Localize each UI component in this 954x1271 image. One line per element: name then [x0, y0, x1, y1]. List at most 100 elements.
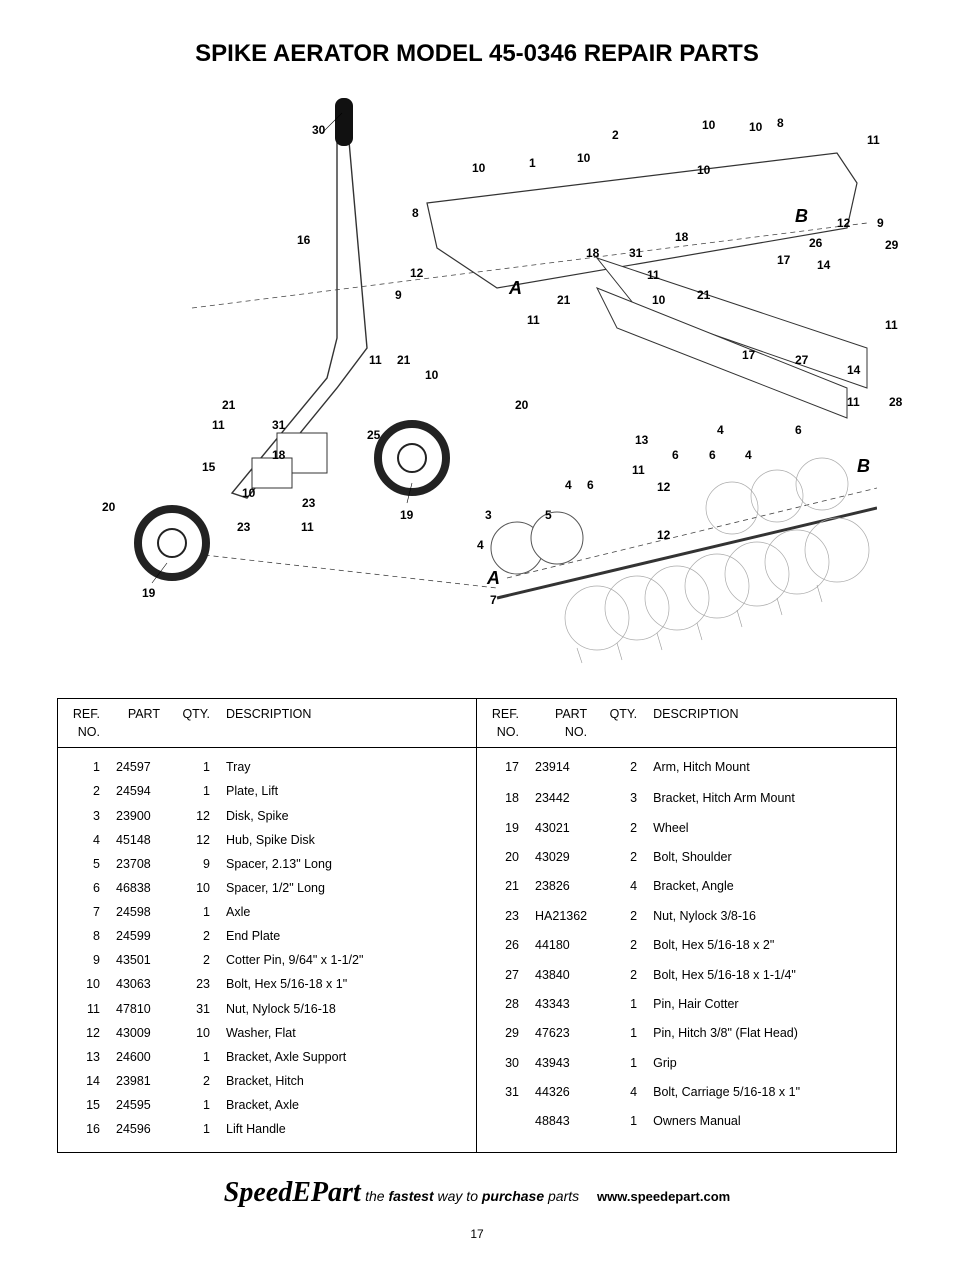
- cell-part: 43943: [527, 1051, 595, 1080]
- cell-ref: 1: [58, 748, 108, 780]
- cell-qty: 10: [168, 1021, 218, 1045]
- table-row: 27438402Bolt, Hex 5/16-18 x 1-1/4": [477, 963, 896, 992]
- callout-number: 11: [369, 353, 382, 367]
- cell-ref: 30: [477, 1051, 527, 1080]
- cell-part: 24597: [108, 748, 168, 780]
- cell-qty: 2: [168, 924, 218, 948]
- table-row: 23HA213622Nut, Nylock 3/8-16: [477, 904, 896, 933]
- cell-part: 24599: [108, 924, 168, 948]
- col-qty: QTY.: [168, 699, 218, 748]
- cell-ref: 7: [58, 900, 108, 924]
- callout-number: 11: [647, 268, 660, 282]
- cell-part: 23442: [527, 786, 595, 815]
- callout-number: 11: [527, 313, 540, 327]
- callout-number: 21: [557, 293, 570, 307]
- callout-number: 10: [702, 118, 715, 132]
- callout-number: 10: [472, 161, 485, 175]
- cell-desc: Bracket, Axle: [218, 1093, 477, 1117]
- cell-part: 43501: [108, 948, 168, 972]
- callout-number: 11: [212, 418, 225, 432]
- cell-part: 47810: [108, 997, 168, 1021]
- callout-number: 6: [672, 448, 679, 462]
- cell-desc: Bolt, Hex 5/16-18 x 1-1/4": [645, 963, 896, 992]
- cell-ref: 13: [58, 1045, 108, 1069]
- callout-number: 2: [612, 128, 619, 142]
- callout-number: 18: [586, 246, 599, 260]
- cell-desc: Washer, Flat: [218, 1021, 477, 1045]
- cell-part: 44180: [527, 933, 595, 962]
- callout-number: 17: [742, 348, 755, 362]
- callout-number: 8: [412, 206, 419, 220]
- cell-qty: 31: [168, 997, 218, 1021]
- col-part: PARTNO.: [527, 699, 595, 748]
- cell-qty: 12: [168, 804, 218, 828]
- cell-part: 43029: [527, 845, 595, 874]
- callout-number: 21: [397, 353, 410, 367]
- callout-number: 12: [657, 528, 670, 542]
- cell-desc: Arm, Hitch Mount: [645, 748, 896, 787]
- callout-number: 31: [272, 418, 285, 432]
- cell-qty: 2: [595, 904, 645, 933]
- cell-desc: Hub, Spike Disk: [218, 828, 477, 852]
- brand-logo: SpeedEPart: [224, 1177, 361, 1208]
- callout-number: 1: [529, 156, 536, 170]
- callout-number: 17: [777, 253, 790, 267]
- callout-number: 29: [885, 238, 898, 252]
- cell-part: 45148: [108, 828, 168, 852]
- cell-part: HA21362: [527, 904, 595, 933]
- callout-number: 10: [577, 151, 590, 165]
- cell-desc: Cotter Pin, 9/64" x 1-1/2": [218, 948, 477, 972]
- cell-qty: 12: [168, 828, 218, 852]
- callout-number: 10: [697, 163, 710, 177]
- cell-desc: Spacer, 1/2" Long: [218, 876, 477, 900]
- cell-part: 23900: [108, 804, 168, 828]
- cell-desc: Bolt, Hex 5/16-18 x 1": [218, 972, 477, 996]
- table-row: 13246001Bracket, Axle Support: [58, 1045, 477, 1069]
- cell-part: 43840: [527, 963, 595, 992]
- cell-desc: Bolt, Shoulder: [645, 845, 896, 874]
- cell-ref: 12: [58, 1021, 108, 1045]
- cell-ref: 21: [477, 874, 527, 903]
- cell-qty: 2: [168, 1069, 218, 1093]
- parts-table-left: REF.NO. PART QTY. DESCRIPTION 1245971Tra…: [58, 699, 477, 1152]
- cell-qty: 1: [168, 748, 218, 780]
- table-row: 20430292Bolt, Shoulder: [477, 845, 896, 874]
- table-row: 5237089Spacer, 2.13" Long: [58, 852, 477, 876]
- cell-ref: 6: [58, 876, 108, 900]
- table-row: 8245992End Plate: [58, 924, 477, 948]
- cell-qty: 4: [595, 874, 645, 903]
- cell-qty: 1: [168, 1117, 218, 1152]
- table-row: 114781031Nut, Nylock 5/16-18: [58, 997, 477, 1021]
- callout-number: 4: [477, 538, 484, 552]
- callout-number: 31: [629, 246, 642, 260]
- cell-part: 24594: [108, 779, 168, 803]
- callout-number: 19: [142, 586, 155, 600]
- cell-ref: 2: [58, 779, 108, 803]
- col-part: PART: [108, 699, 168, 748]
- table-row: 488431Owners Manual: [477, 1109, 896, 1152]
- cell-ref: 19: [477, 816, 527, 845]
- callout-number: 11: [301, 520, 314, 534]
- cell-ref: 23: [477, 904, 527, 933]
- cell-desc: Lift Handle: [218, 1117, 477, 1152]
- col-desc: DESCRIPTION: [645, 699, 896, 748]
- cell-desc: Nut, Nylock 5/16-18: [218, 997, 477, 1021]
- section-label: B: [857, 456, 870, 477]
- callout-number: 10: [749, 120, 762, 134]
- cell-qty: 10: [168, 876, 218, 900]
- callout-number: 12: [657, 480, 670, 494]
- callout-number: 4: [717, 423, 724, 437]
- cell-desc: Bracket, Angle: [645, 874, 896, 903]
- cell-qty: 1: [168, 1045, 218, 1069]
- callout-number: 4: [745, 448, 752, 462]
- callout-number: 27: [795, 353, 808, 367]
- cell-ref: 15: [58, 1093, 108, 1117]
- callout-number: 6: [795, 423, 802, 437]
- cell-part: 23708: [108, 852, 168, 876]
- callout-number: 8: [777, 116, 784, 130]
- table-row: 104306323Bolt, Hex 5/16-18 x 1": [58, 972, 477, 996]
- cell-ref: [477, 1109, 527, 1152]
- cell-ref: 27: [477, 963, 527, 992]
- callout-number: 21: [697, 288, 710, 302]
- cell-qty: 2: [595, 816, 645, 845]
